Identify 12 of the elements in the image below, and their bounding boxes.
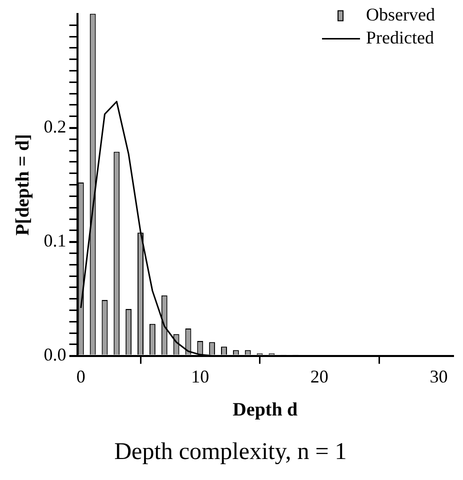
- x-tick-label: 10: [191, 366, 210, 386]
- legend-label: Observed: [366, 4, 436, 25]
- y-axis-title: P[depth = d]: [12, 134, 34, 236]
- legend-label: Predicted: [366, 28, 434, 48]
- x-tick-label: 0: [76, 366, 86, 386]
- y-tick-label: 0.0: [44, 344, 66, 365]
- y-tick-label: 0.2: [44, 116, 66, 137]
- text: Depth complexity, n = 1: [114, 438, 347, 465]
- x-tick-label: 30: [430, 366, 448, 386]
- x-axis-title: Depth d: [232, 400, 298, 421]
- x-tick-label: 20: [310, 366, 328, 386]
- y-tick-label: 0.1: [44, 230, 66, 251]
